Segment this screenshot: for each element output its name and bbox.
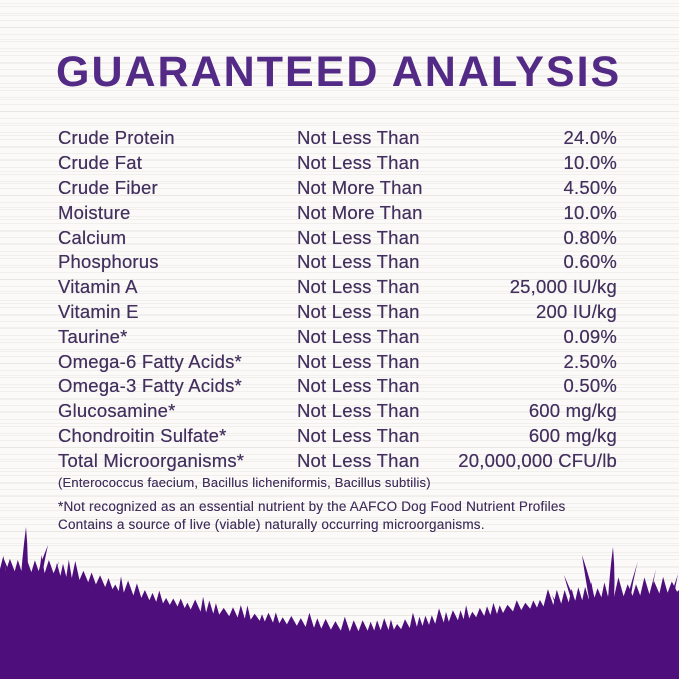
nutrient-value: 200 IU/kg bbox=[536, 300, 617, 322]
nutrient-condition: Not More Than bbox=[297, 176, 423, 198]
nutrient-name: Crude Fiber bbox=[58, 176, 158, 198]
aafco-footnote-line2: Contains a source of live (viable) natur… bbox=[58, 516, 485, 532]
nutrient-name: Taurine* bbox=[58, 325, 128, 347]
nutrient-condition: Not Less Than bbox=[297, 449, 420, 471]
nutrient-value: 2.50% bbox=[563, 350, 617, 372]
table-row: Omega-3 Fatty Acids* Not Less Than 0.50% bbox=[58, 374, 617, 399]
nutrient-name: Crude Protein bbox=[58, 127, 175, 149]
nutrient-condition: Not Less Than bbox=[297, 400, 420, 422]
table-row: Vitamin E Not Less Than 200 IU/kg bbox=[58, 300, 617, 325]
microorganism-species-note: (Enterococcus faecium, Bacillus lichenif… bbox=[58, 475, 431, 490]
aafco-footnote-line1: *Not recognized as an essential nutrient… bbox=[58, 499, 566, 514]
nutrient-value: 10.0% bbox=[563, 152, 617, 174]
nutrient-name: Moisture bbox=[58, 201, 131, 223]
nutrient-value: 0.80% bbox=[563, 226, 617, 248]
nutrient-value: 0.09% bbox=[563, 325, 617, 347]
table-row: Crude Fat Not Less Than 10.0% bbox=[58, 151, 617, 176]
nutrient-name: Chondroitin Sulfate* bbox=[58, 424, 227, 446]
nutrient-condition: Not Less Than bbox=[297, 325, 420, 347]
table-row: Taurine* Not Less Than 0.09% bbox=[58, 324, 617, 349]
nutrient-condition: Not Less Than bbox=[297, 276, 420, 298]
nutrient-condition: Not Less Than bbox=[297, 350, 420, 372]
table-row: Calcium Not Less Than 0.80% bbox=[58, 225, 617, 250]
nutrient-name: Vitamin A bbox=[58, 276, 138, 298]
table-row: Moisture Not More Than 10.0% bbox=[58, 200, 617, 225]
nutrient-condition: Not Less Than bbox=[297, 424, 420, 446]
nutrient-value: 4.50% bbox=[563, 176, 617, 198]
guaranteed-analysis-table: Crude Protein Not Less Than 24.0% Crude Fa… bbox=[58, 126, 617, 473]
table-row: Chondroitin Sulfate* Not Less Than 600 mg/… bbox=[58, 424, 617, 449]
nutrient-value: 0.60% bbox=[563, 251, 617, 273]
nutrient-name: Omega-6 Fatty Acids* bbox=[58, 350, 242, 372]
nutrient-condition: Not Less Than bbox=[297, 226, 420, 248]
table-row: Phosphorus Not Less Than 0.60% bbox=[58, 250, 617, 275]
nutrient-name: Crude Fat bbox=[58, 152, 143, 174]
nutrient-condition: Not Less Than bbox=[297, 251, 420, 273]
table-row: Omega-6 Fatty Acids* Not Less Than 2.50% bbox=[58, 349, 617, 374]
page-title: GUARANTEED ANALYSIS bbox=[56, 48, 622, 96]
nutrient-name: Omega-3 Fatty Acids* bbox=[58, 375, 242, 397]
nutrient-value: 25,000 IU/kg bbox=[509, 276, 617, 298]
nutrient-value: 24.0% bbox=[563, 127, 617, 149]
nutrient-name: Phosphorus bbox=[58, 251, 159, 273]
nutrient-name: Calcium bbox=[58, 226, 127, 248]
nutrient-value: 20,000,000 CFU/lb bbox=[458, 449, 617, 471]
table-row: Glucosamine* Not Less Than 600 mg/kg bbox=[58, 399, 617, 424]
nutrient-value: 600 mg/kg bbox=[528, 400, 617, 422]
table-row: Crude Fiber Not More Than 4.50% bbox=[58, 176, 617, 201]
nutrient-name: Vitamin E bbox=[58, 300, 139, 322]
nutrient-value: 10.0% bbox=[563, 201, 617, 223]
grass-mound bbox=[0, 555, 679, 679]
nutrient-value: 0.50% bbox=[563, 375, 617, 397]
nutrient-condition: Not Less Than bbox=[297, 375, 420, 397]
nutrient-condition: Not Less Than bbox=[297, 152, 420, 174]
grass-silhouette bbox=[0, 527, 679, 679]
nutrient-condition: Not More Than bbox=[297, 201, 423, 223]
table-row: Vitamin A Not Less Than 25,000 IU/kg bbox=[58, 275, 617, 300]
nutrient-condition: Not Less Than bbox=[297, 127, 420, 149]
nutrient-name: Glucosamine* bbox=[58, 400, 176, 422]
aafco-footnote: *Not recognized as an essential nutrient… bbox=[58, 498, 566, 534]
nutrient-condition: Not Less Than bbox=[297, 300, 420, 322]
table-row: Crude Protein Not Less Than 24.0% bbox=[58, 126, 617, 151]
nutrient-name: Total Microorganisms* bbox=[58, 449, 245, 471]
nutrient-value: 600 mg/kg bbox=[528, 424, 617, 446]
table-row: Total Microorganisms* Not Less Than 20,000… bbox=[58, 448, 617, 473]
